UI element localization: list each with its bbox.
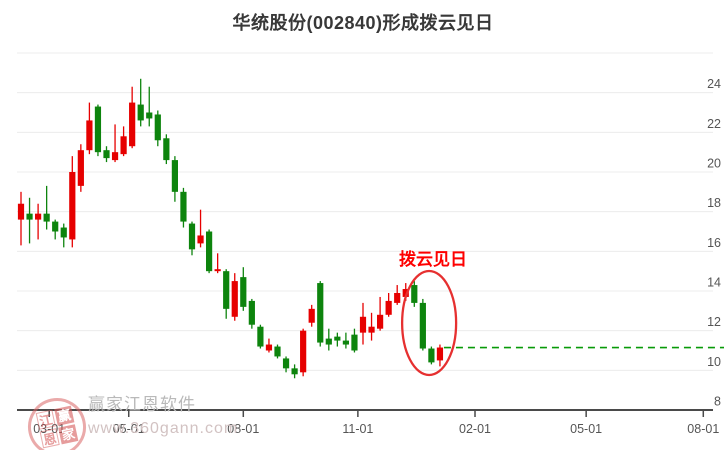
candle-body (377, 314, 384, 329)
candle-body (325, 338, 332, 345)
candle-body (359, 316, 367, 333)
candle-body (351, 334, 358, 351)
candle-body (402, 289, 409, 297)
x-axis-label: 05-01 (570, 422, 602, 436)
candle-body (317, 283, 324, 343)
seal-char: 江 (35, 409, 56, 430)
candle-body (52, 221, 59, 232)
x-axis-label: 11-01 (342, 422, 373, 436)
candle-body (86, 120, 93, 151)
candle-body (17, 203, 25, 220)
y-axis-label: 22 (707, 117, 721, 131)
candle-body (282, 358, 290, 369)
candle-body (291, 368, 298, 375)
candle-body (94, 106, 102, 153)
candle-body (146, 112, 153, 119)
candle-body (394, 292, 401, 303)
y-axis-label: 20 (707, 157, 721, 171)
candle-body (137, 104, 144, 121)
candle-body (308, 308, 315, 323)
pattern-annotation: 拨云见日 (399, 250, 467, 269)
seal-char: 家 (58, 424, 79, 445)
candle-body (69, 172, 76, 240)
y-axis-label: 10 (707, 355, 721, 369)
y-axis-label: 18 (707, 196, 721, 210)
candle-body (240, 277, 247, 307)
candle-body (60, 227, 67, 238)
candle-body (129, 102, 136, 147)
candle-body (334, 336, 341, 341)
candle-body (120, 136, 127, 155)
candle-body (436, 347, 444, 361)
candle-body (257, 326, 264, 347)
watermark-url: www.360gann.com (88, 420, 239, 437)
x-axis-label: 08-01 (687, 422, 719, 436)
y-axis-label: 14 (707, 276, 721, 290)
candle-body (163, 138, 170, 161)
watermark-software-name: 赢家江恩软件 (88, 395, 196, 414)
candle-body (342, 340, 349, 345)
y-axis-label: 12 (707, 315, 721, 329)
candle-body (214, 269, 221, 272)
seal-char: 恩 (39, 428, 60, 449)
candle-body (419, 302, 426, 349)
candle-body (248, 300, 255, 325)
candle-body (223, 271, 230, 309)
candle-body (197, 235, 204, 244)
candle-body (231, 281, 238, 317)
candle-body (111, 152, 119, 161)
x-axis-label: 02-01 (459, 422, 491, 436)
candle-body (206, 231, 213, 272)
candle-body (274, 346, 281, 357)
x-axis-label: 05-01 (113, 422, 145, 436)
x-axis-label: 08-01 (227, 422, 259, 436)
page-title: 华统股份(002840)形成拨云见日 (232, 13, 494, 33)
candle-body (385, 300, 392, 315)
candle-body (35, 213, 42, 220)
y-axis-label: 8 (714, 395, 721, 409)
candle-body (300, 330, 307, 373)
candle-body (171, 160, 178, 192)
candle-body (428, 348, 435, 363)
candle-body (43, 213, 50, 222)
y-axis-label: 16 (707, 236, 721, 250)
y-axis-label: 24 (707, 77, 721, 91)
candle-body (154, 114, 161, 141)
candle-body (368, 326, 375, 333)
candle-body (103, 150, 110, 159)
seal-char: 赢 (54, 405, 75, 426)
candle-body (26, 213, 33, 220)
candle-body (180, 191, 187, 222)
pattern-highlight-ellipse (400, 269, 458, 377)
candle-body (411, 285, 418, 303)
candle-body (188, 223, 196, 250)
candle-body (77, 150, 84, 186)
candle-body (265, 344, 273, 351)
